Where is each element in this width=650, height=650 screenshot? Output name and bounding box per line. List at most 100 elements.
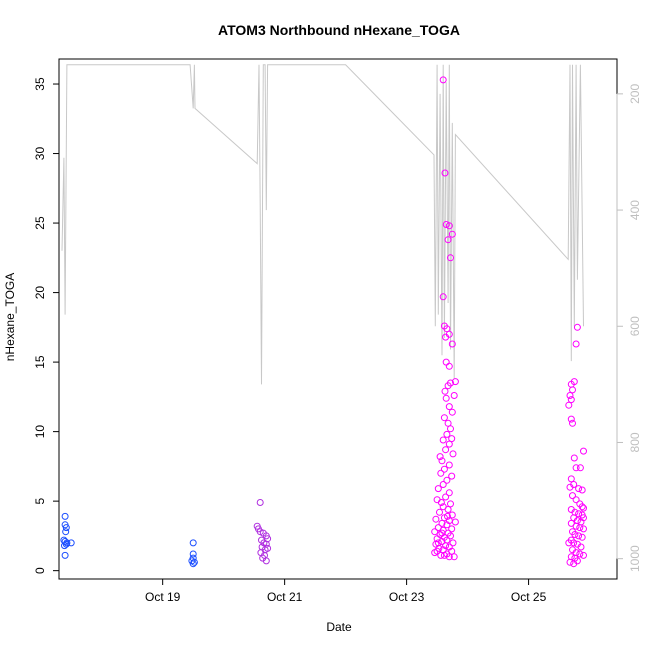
data-point	[439, 76, 447, 84]
x-axis: Oct 19 Oct 21 Oct 23 Oct 25	[145, 578, 547, 604]
data-point	[448, 340, 456, 348]
data-point	[572, 522, 580, 530]
data-point	[580, 514, 587, 522]
data-point	[190, 558, 198, 566]
data-point	[443, 325, 451, 333]
x-tick-label: Oct 23	[389, 590, 425, 604]
points-layer	[60, 76, 587, 568]
data-point	[444, 512, 451, 520]
data-point	[445, 362, 453, 370]
y-tick-label: 20	[33, 286, 47, 300]
x-tick-label: Oct 19	[145, 590, 181, 604]
data-point	[450, 553, 458, 561]
x-axis-label: Date	[326, 620, 352, 634]
data-point	[445, 489, 453, 497]
data-point	[569, 419, 576, 427]
data-point	[580, 504, 587, 512]
data-point	[189, 560, 197, 568]
y-axis-label: nHexane_TOGA	[3, 273, 17, 362]
data-point	[566, 483, 574, 491]
data-point	[448, 472, 456, 480]
data-point	[444, 506, 452, 513]
data-point	[450, 392, 458, 399]
chart-title: ATOM3 Northbound nHexane_TOGA	[218, 22, 460, 38]
data-point	[447, 500, 454, 508]
data-point	[436, 531, 444, 538]
data-point	[439, 293, 447, 301]
data-point	[448, 408, 456, 416]
data-point	[437, 499, 445, 506]
data-point	[441, 387, 449, 395]
data-point	[567, 415, 575, 423]
data-point	[436, 453, 444, 461]
data-point	[442, 333, 450, 341]
y-tick-label: 15	[33, 355, 47, 369]
secondary-line-layer	[61, 64, 584, 385]
data-point	[569, 492, 576, 500]
data-point	[437, 469, 445, 477]
data-point	[439, 481, 447, 488]
data-point	[441, 169, 449, 177]
secondary-y-tick-label: 1000	[628, 545, 642, 572]
data-point	[577, 543, 585, 551]
data-point	[451, 518, 459, 526]
data-point	[436, 508, 443, 516]
data-point	[570, 454, 578, 462]
data-point	[445, 461, 453, 469]
y-tick-label: 5	[33, 497, 47, 504]
data-point	[433, 547, 441, 555]
data-point	[578, 533, 586, 541]
y-axis: 0 5 10 15 20 25 30 35	[33, 77, 60, 574]
data-point	[448, 525, 456, 533]
data-point	[578, 503, 586, 511]
data-point	[570, 560, 578, 568]
data-point	[572, 496, 580, 504]
data-point	[442, 358, 450, 366]
data-point	[575, 510, 583, 518]
data-point	[431, 528, 439, 536]
data-point	[440, 551, 448, 559]
data-point	[434, 539, 442, 547]
y-tick-label: 25	[33, 216, 47, 230]
data-point	[264, 535, 272, 543]
data-point	[437, 551, 445, 559]
data-point	[62, 524, 70, 532]
y-tick-label: 30	[33, 147, 47, 161]
data-point	[567, 396, 575, 404]
data-point	[440, 465, 448, 473]
data-point	[256, 499, 264, 506]
data-point	[570, 539, 578, 547]
data-point	[438, 529, 446, 537]
data-point	[445, 440, 453, 448]
data-point	[447, 425, 454, 433]
y-tick-label: 10	[33, 425, 47, 439]
y-tick-label: 35	[33, 77, 47, 91]
x-tick-label: Oct 21	[267, 590, 303, 604]
data-point	[572, 464, 580, 472]
data-point	[442, 493, 450, 501]
data-point	[61, 551, 69, 559]
data-point	[262, 557, 270, 565]
data-point	[432, 515, 440, 523]
data-point	[443, 476, 451, 484]
data-point	[565, 401, 573, 409]
data-point	[67, 539, 75, 547]
secondary-y-tick-label: 600	[628, 316, 642, 336]
data-point	[444, 236, 452, 244]
data-point	[449, 539, 457, 547]
plot-frame	[58, 58, 618, 580]
data-point	[445, 403, 453, 411]
data-point	[580, 447, 587, 455]
data-point	[451, 378, 459, 386]
secondary-y-tick-label: 200	[628, 84, 642, 104]
data-point	[189, 539, 197, 547]
data-point	[572, 340, 580, 348]
data-point	[573, 323, 581, 331]
data-point	[566, 392, 574, 399]
data-point	[445, 553, 453, 561]
data-point	[61, 512, 69, 520]
x-tick-label: Oct 25	[511, 590, 547, 604]
data-point	[443, 430, 451, 438]
